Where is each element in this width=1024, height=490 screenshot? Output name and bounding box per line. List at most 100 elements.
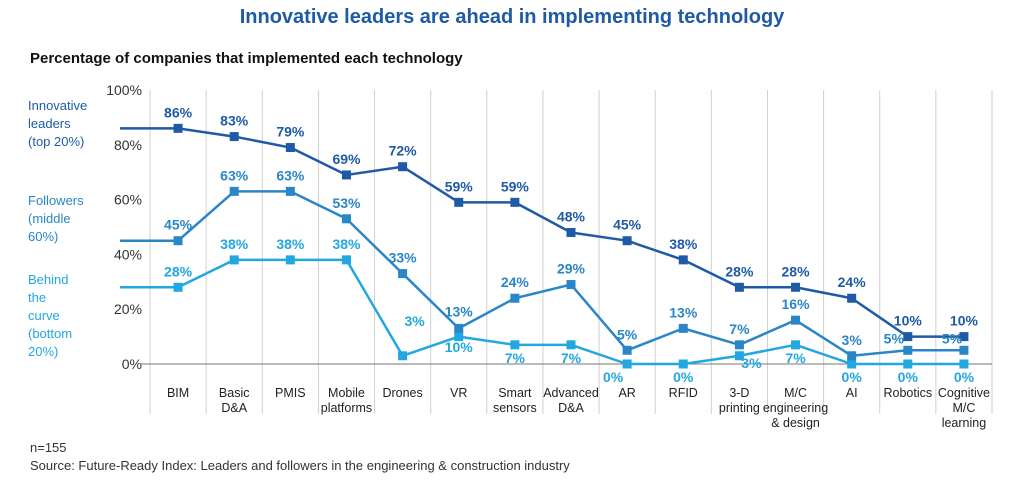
data-label: 10% xyxy=(894,313,923,329)
data-label: 38% xyxy=(276,236,305,252)
data-label: 16% xyxy=(782,296,811,312)
data-point xyxy=(678,255,688,265)
legend-line: (bottom xyxy=(28,326,73,341)
series-line xyxy=(120,190,964,358)
legend-innovative-leaders: Innovative leaders (top 20%) xyxy=(28,97,108,151)
data-point xyxy=(566,280,576,290)
data-label: 13% xyxy=(445,303,474,319)
data-label: 10% xyxy=(445,339,474,355)
data-label: 7% xyxy=(785,350,806,366)
data-label: 38% xyxy=(669,236,698,252)
data-label: 0% xyxy=(842,369,863,385)
x-tick-label: Cognitive M/C learning xyxy=(938,386,990,430)
chart-title: Innovative leaders are ahead in implemen… xyxy=(239,6,785,28)
x-tick-label: M/C engineering & design xyxy=(763,386,828,430)
data-point xyxy=(341,214,351,224)
data-label: 24% xyxy=(838,274,867,290)
source-note: Source: Future-Ready Index: Leaders and … xyxy=(30,458,570,473)
x-tick-label: Drones xyxy=(382,386,422,400)
data-point xyxy=(847,351,857,361)
data-point xyxy=(229,255,239,265)
data-label: 45% xyxy=(164,217,193,233)
legend-line: Behind xyxy=(28,272,69,287)
data-label: 28% xyxy=(725,263,754,279)
legend-line: 20%) xyxy=(28,344,59,359)
data-label: 7% xyxy=(505,350,526,366)
data-label: 5% xyxy=(884,330,905,346)
data-label: 0% xyxy=(603,369,624,385)
data-point xyxy=(959,345,969,355)
data-point xyxy=(734,340,744,350)
y-tick-label: 60% xyxy=(114,192,142,208)
data-point xyxy=(285,186,295,196)
data-point xyxy=(791,315,801,325)
data-label: 33% xyxy=(389,250,418,266)
legend-line: 60%) xyxy=(28,229,59,244)
series-line xyxy=(120,258,964,366)
data-point xyxy=(341,255,351,265)
data-label: 59% xyxy=(501,178,530,194)
data-label: 45% xyxy=(613,217,642,233)
legend-line: Followers xyxy=(28,193,84,208)
data-label: 10% xyxy=(950,313,979,329)
x-tick-label: AR xyxy=(618,386,635,400)
legend-followers: Followers (middle 60%) xyxy=(28,192,98,246)
x-tick-label: AI xyxy=(846,386,858,400)
data-point xyxy=(622,236,632,246)
data-point xyxy=(959,332,969,342)
data-label: 59% xyxy=(445,178,474,194)
data-label: 48% xyxy=(557,208,586,224)
data-point xyxy=(678,323,688,333)
data-point xyxy=(285,143,295,153)
data-label: 38% xyxy=(220,236,249,252)
x-tick-label: BIM xyxy=(167,386,189,400)
data-label: 7% xyxy=(561,350,582,366)
data-point xyxy=(791,340,801,350)
x-tick-label: PMIS xyxy=(275,386,306,400)
y-tick-label: 100% xyxy=(106,82,142,98)
data-point xyxy=(229,186,239,196)
legend-line: curve xyxy=(28,308,60,323)
data-label: 86% xyxy=(164,104,193,120)
data-label: 72% xyxy=(389,143,418,159)
x-tick-label: Mobile platforms xyxy=(321,386,372,415)
data-label: 69% xyxy=(332,151,361,167)
data-point xyxy=(173,123,183,133)
series-line xyxy=(120,127,964,338)
data-point xyxy=(398,162,408,172)
data-point xyxy=(847,359,857,369)
legend-line: (top 20%) xyxy=(28,134,85,149)
data-point xyxy=(229,132,239,142)
data-point xyxy=(510,340,520,350)
data-label: 3% xyxy=(741,355,762,371)
data-label: 3% xyxy=(404,313,425,329)
x-tick-label: Advanced D&A xyxy=(543,386,599,415)
data-point xyxy=(847,293,857,303)
data-point xyxy=(622,345,632,355)
x-tick-label: Smart sensors xyxy=(493,386,537,415)
data-label: 0% xyxy=(673,369,694,385)
data-point xyxy=(903,359,913,369)
x-tick-label: 3-D printing xyxy=(719,386,760,415)
data-label: 5% xyxy=(942,330,963,346)
data-point xyxy=(678,359,688,369)
data-point xyxy=(398,351,408,361)
data-label: 0% xyxy=(954,369,975,385)
footnote: n=155 Source: Future-Ready Index: Leader… xyxy=(30,439,570,475)
data-point xyxy=(622,359,632,369)
data-point xyxy=(734,351,744,361)
data-label: 83% xyxy=(220,113,249,129)
data-point xyxy=(173,282,183,292)
data-label: 28% xyxy=(782,263,811,279)
x-tick-label: VR xyxy=(450,386,467,400)
data-label: 63% xyxy=(276,167,305,183)
data-label: 53% xyxy=(332,195,361,211)
legend-behind-the-curve: Behind the curve (bottom 20%) xyxy=(28,271,98,361)
data-label: 24% xyxy=(501,274,530,290)
chart-subtitle: Percentage of companies that implemented… xyxy=(30,50,463,67)
data-point xyxy=(566,340,576,350)
legend-line: the xyxy=(28,290,47,305)
y-tick-label: 80% xyxy=(114,137,142,153)
data-label: 29% xyxy=(557,261,586,277)
